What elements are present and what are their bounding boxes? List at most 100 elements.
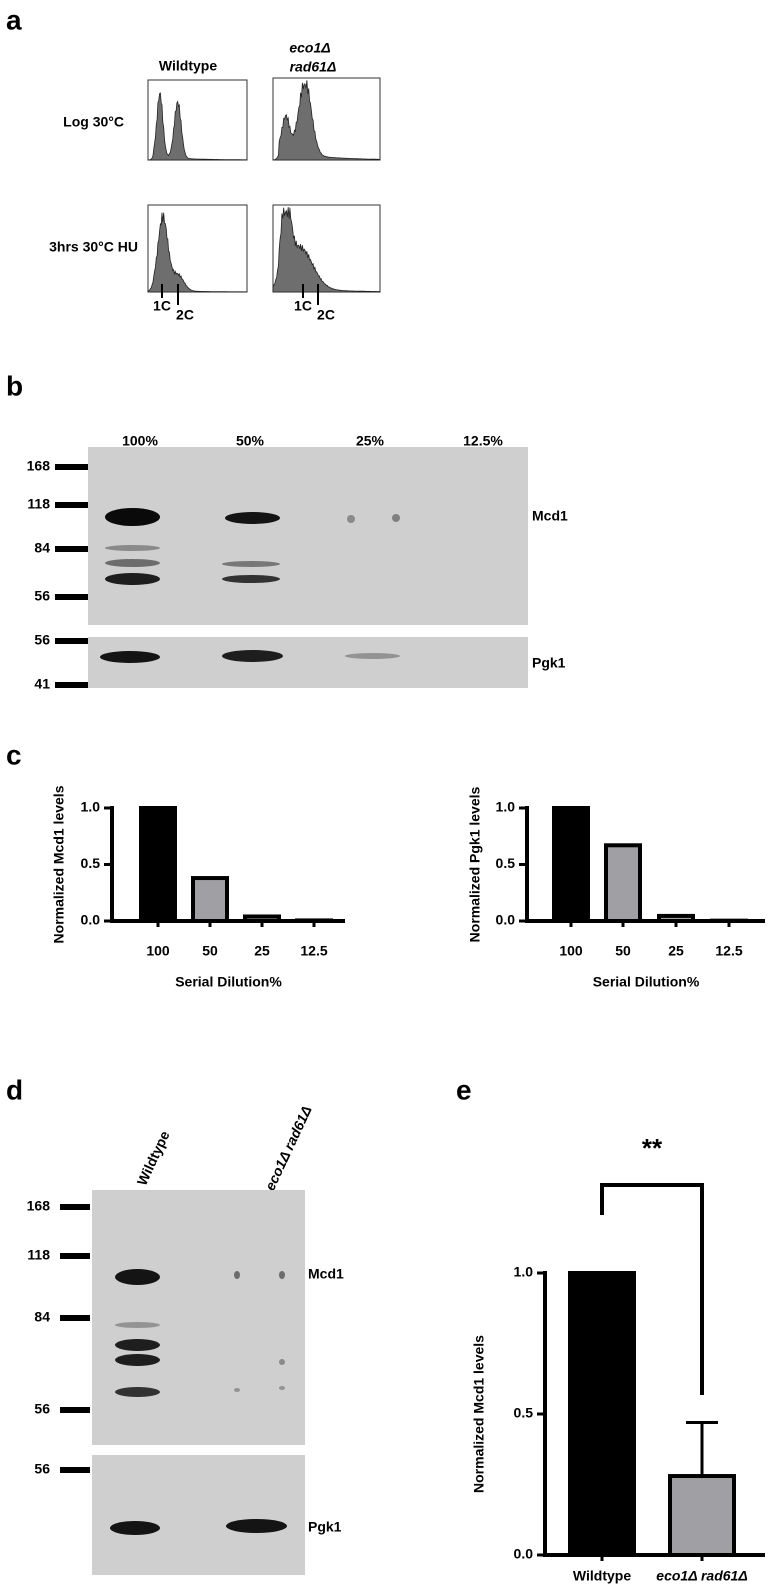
y-tick-label: 1.0 (514, 1264, 534, 1280)
lane-label: 25% (356, 433, 385, 449)
y-axis-label: Normalized Pgk1 levels (467, 786, 483, 942)
size-marker: 56 (34, 588, 50, 604)
blot (88, 447, 528, 625)
bar (552, 806, 590, 923)
band (115, 1339, 160, 1351)
bar (568, 1271, 636, 1557)
panel-label: a (6, 4, 22, 35)
x-tick-label: 50 (615, 943, 631, 959)
significance-bracket (600, 1183, 704, 1395)
band (115, 1387, 160, 1397)
x-tick-label: Wildtype (573, 1568, 631, 1584)
blot (88, 637, 528, 688)
band (110, 1521, 160, 1535)
blot (92, 1455, 305, 1575)
band-label: Mcd1 (308, 1266, 344, 1282)
band (100, 651, 160, 663)
lane-label: 100% (122, 433, 158, 449)
band (105, 508, 160, 526)
size-marker: 168 (27, 458, 51, 474)
bar (191, 876, 229, 923)
column-label: eco1Δ (289, 40, 330, 56)
x-tick-label: 25 (254, 943, 270, 959)
x-tick-label: 50 (202, 943, 218, 959)
band (115, 1269, 160, 1285)
marker-bars (55, 464, 88, 688)
lane-label: 12.5% (463, 433, 503, 449)
y-axis-label: Normalized Mcd1 levels (51, 785, 67, 943)
size-marker: 56 (34, 1401, 50, 1417)
histogram (147, 92, 248, 161)
band (234, 1271, 240, 1279)
panel-label: d (6, 1074, 23, 1105)
marker-bars (60, 1204, 90, 1473)
size-marker: 168 (27, 1198, 51, 1214)
band (115, 1322, 160, 1328)
y-tick-label: 0.0 (514, 1546, 534, 1562)
band-label: Pgk1 (308, 1519, 342, 1535)
bar (668, 1474, 736, 1558)
x-axis-label: Serial Dilution% (593, 974, 700, 990)
size-marker: 118 (27, 496, 50, 512)
histogram (272, 80, 381, 161)
band (222, 650, 283, 662)
size-marker: 118 (27, 1247, 50, 1263)
size-marker: 84 (34, 1309, 50, 1325)
band (345, 653, 400, 659)
band (226, 1519, 287, 1533)
band-label: Pgk1 (532, 655, 566, 671)
band (234, 1388, 240, 1392)
lane-label: eco1Δ rad61Δ (262, 1103, 315, 1193)
y-tick-label: 0.5 (81, 855, 101, 871)
band (279, 1386, 285, 1390)
band (105, 559, 160, 567)
peak-marker: 2C (317, 307, 335, 323)
band (392, 514, 400, 522)
lane-label: 50% (236, 433, 265, 449)
band-label: Mcd1 (532, 508, 568, 524)
y-tick-label: 0.0 (496, 912, 516, 928)
x-tick-label: 100 (559, 943, 583, 959)
size-marker: 84 (34, 540, 50, 556)
error-bar (686, 1420, 718, 1477)
size-marker: 56 (34, 1461, 50, 1477)
bands (100, 508, 400, 1535)
band (115, 1354, 160, 1366)
peak-lines (161, 284, 319, 305)
histograms (147, 77, 381, 293)
peak-marker: 1C (153, 298, 171, 314)
band (225, 512, 280, 524)
panel-label: b (6, 370, 23, 401)
row-label: 3hrs 30°C HU (49, 239, 138, 255)
y-tick-label: 0.5 (514, 1405, 534, 1421)
y-tick-label: 1.0 (81, 799, 101, 815)
band (279, 1271, 285, 1279)
significance: ** (642, 1133, 663, 1163)
lane-label: Wildtype (134, 1128, 173, 1188)
bar (139, 806, 177, 923)
size-marker: 41 (34, 676, 50, 692)
x-axis-label: Serial Dilution% (175, 974, 282, 990)
band (347, 515, 355, 523)
column-label: Wildtype (159, 58, 217, 74)
y-tick-label: 0.0 (81, 912, 101, 928)
row-label: Log 30°C (63, 114, 124, 130)
bar (604, 843, 642, 923)
band (279, 1359, 285, 1365)
blot (92, 1190, 305, 1445)
x-tick-label: eco1Δ rad61Δ (656, 1568, 747, 1584)
size-marker: 56 (34, 632, 50, 648)
column-label: rad61Δ (290, 59, 337, 75)
band (105, 573, 160, 585)
x-tick-label: 25 (668, 943, 684, 959)
y-axis-label: Normalized Mcd1 levels (471, 1335, 487, 1493)
x-tick-label: 12.5 (300, 943, 327, 959)
x-tick-label: 100 (146, 943, 170, 959)
y-tick-label: 1.0 (496, 799, 516, 815)
y-tick-label: 0.5 (496, 855, 516, 871)
panel-label: c (6, 739, 22, 770)
band (222, 561, 280, 567)
histogram (147, 212, 248, 293)
x-tick-label: 12.5 (715, 943, 742, 959)
